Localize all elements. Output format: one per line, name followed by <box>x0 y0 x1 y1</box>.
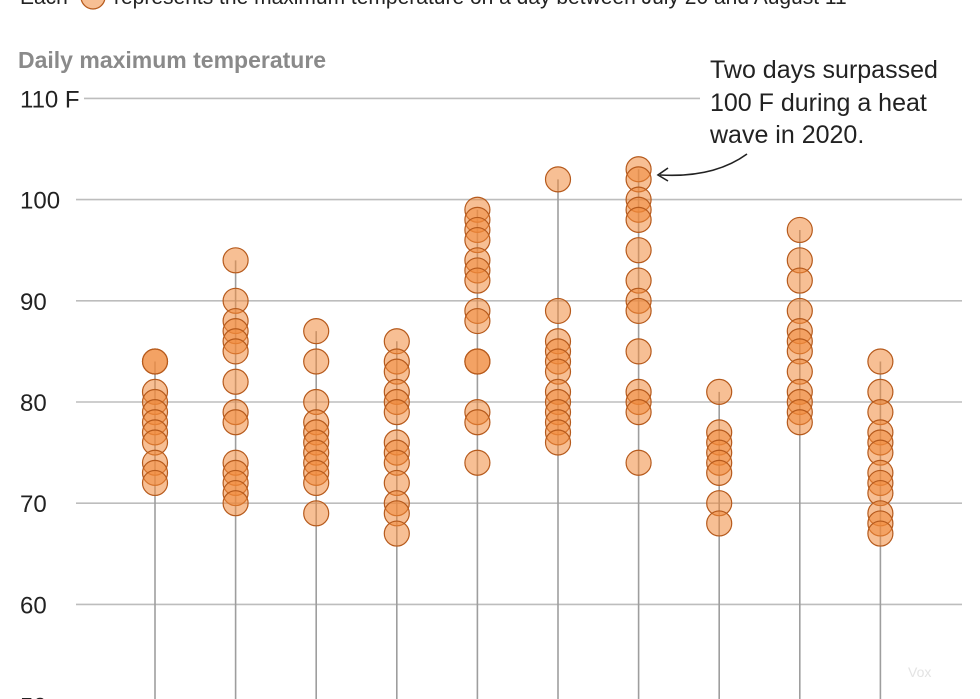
data-point <box>141 348 169 375</box>
data-point <box>222 338 249 365</box>
data-point <box>867 348 894 375</box>
legend-text-before: Each <box>20 0 68 9</box>
annotation-line-3: wave in 2020. <box>709 121 864 149</box>
data-point <box>222 247 249 274</box>
annotation-line-1: Two days surpassed <box>710 56 938 84</box>
y-axis-ticks: 110 F 100 90 80 70 60 50 <box>20 86 80 699</box>
data-point <box>786 267 813 294</box>
data-point <box>383 399 410 426</box>
data-point <box>625 237 652 264</box>
data-point <box>706 378 733 405</box>
data-point <box>544 166 572 193</box>
data-point <box>625 297 652 325</box>
data-point <box>625 399 652 426</box>
y-tick-label-110: 110 F <box>20 86 80 113</box>
annotation-arrowhead <box>656 167 669 182</box>
legend-dot-icon <box>80 0 106 10</box>
data-point <box>706 459 733 486</box>
data-point <box>544 297 572 325</box>
data-point <box>786 216 813 244</box>
data-point <box>303 348 330 375</box>
data-point <box>222 368 249 395</box>
data-point <box>141 469 169 497</box>
legend-text-after: represents the maximum temperature on a … <box>114 0 847 9</box>
y-tick-label-50: 50 <box>20 694 47 699</box>
grid-lines <box>76 97 962 606</box>
data-point <box>464 449 491 476</box>
data-point <box>222 490 249 517</box>
y-tick-label-60: 60 <box>20 592 47 619</box>
chart-subtitle: Daily maximum temperature <box>18 47 326 73</box>
data-point <box>786 409 813 436</box>
data-point <box>706 510 733 537</box>
y-tick-label-90: 90 <box>20 289 47 316</box>
data-point <box>625 449 652 476</box>
data-point <box>383 520 410 547</box>
data-point <box>867 520 894 547</box>
data-point <box>464 267 491 294</box>
annotation-line-2: 100 F during a heat <box>710 89 927 117</box>
column-stems <box>154 169 882 699</box>
data-point <box>222 409 249 436</box>
data-point <box>464 307 491 335</box>
data-points <box>141 156 894 547</box>
watermark: Vox <box>908 664 931 680</box>
y-tick-label-70: 70 <box>20 491 47 518</box>
data-point <box>303 318 330 345</box>
y-tick-label-100: 100 <box>20 188 60 215</box>
data-point <box>464 409 491 436</box>
data-point <box>303 500 330 527</box>
data-point <box>464 348 491 375</box>
annotation-arrow <box>659 153 748 177</box>
y-tick-label-80: 80 <box>20 390 47 417</box>
data-point <box>303 469 330 497</box>
data-point <box>625 338 652 365</box>
data-point <box>544 429 572 456</box>
data-point <box>625 206 652 233</box>
